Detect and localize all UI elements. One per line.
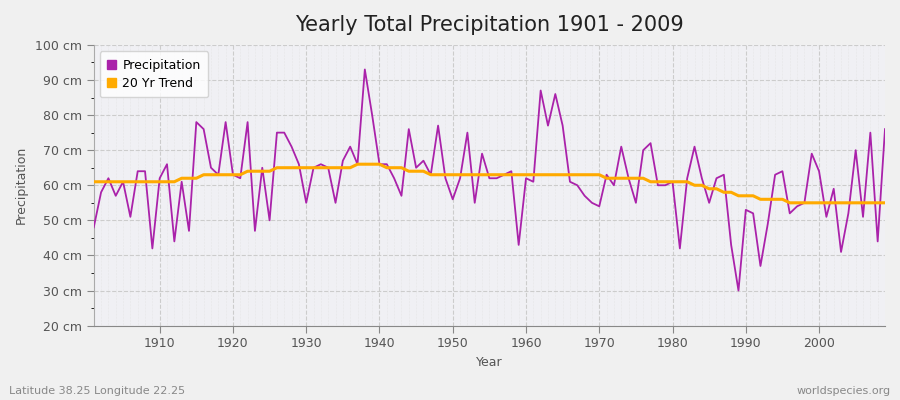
Precipitation [528,179,539,184]
Precipitation [352,162,363,167]
X-axis label: Year: Year [476,356,503,369]
20 Yr Trend [359,162,370,167]
Precipitation [359,67,370,72]
Y-axis label: Precipitation: Precipitation [15,146,28,224]
20 Yr Trend [520,172,531,177]
Precipitation [734,288,744,293]
Precipitation [88,225,99,230]
20 Yr Trend [616,176,626,181]
Title: Yearly Total Precipitation 1901 - 2009: Yearly Total Precipitation 1901 - 2009 [295,15,684,35]
Line: Precipitation: Precipitation [94,70,885,290]
Precipitation [147,246,158,251]
20 Yr Trend [147,179,158,184]
Precipitation [520,176,531,181]
Precipitation [616,144,626,149]
20 Yr Trend [88,179,99,184]
Legend: Precipitation, 20 Yr Trend: Precipitation, 20 Yr Trend [100,51,208,97]
20 Yr Trend [879,200,890,205]
Precipitation [879,127,890,132]
Precipitation [308,165,319,170]
Text: Latitude 38.25 Longitude 22.25: Latitude 38.25 Longitude 22.25 [9,386,185,396]
Text: worldspecies.org: worldspecies.org [796,386,891,396]
20 Yr Trend [352,162,363,167]
20 Yr Trend [308,165,319,170]
20 Yr Trend [785,200,796,205]
Line: 20 Yr Trend: 20 Yr Trend [94,164,885,203]
20 Yr Trend [528,172,539,177]
